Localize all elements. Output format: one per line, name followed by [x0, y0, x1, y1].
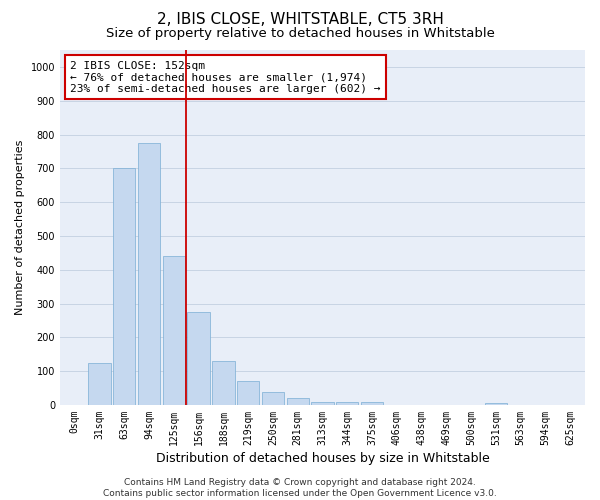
Bar: [138, 143, 160, 405]
Bar: [336, 402, 358, 405]
Bar: [187, 312, 210, 405]
Bar: [262, 392, 284, 405]
Bar: [113, 168, 136, 405]
X-axis label: Distribution of detached houses by size in Whitstable: Distribution of detached houses by size …: [155, 452, 490, 465]
Bar: [361, 402, 383, 405]
Bar: [237, 382, 259, 405]
Bar: [212, 361, 235, 405]
Bar: [287, 398, 309, 405]
Text: Size of property relative to detached houses in Whitstable: Size of property relative to detached ho…: [106, 28, 494, 40]
Text: 2, IBIS CLOSE, WHITSTABLE, CT5 3RH: 2, IBIS CLOSE, WHITSTABLE, CT5 3RH: [157, 12, 443, 28]
Text: 2 IBIS CLOSE: 152sqm
← 76% of detached houses are smaller (1,974)
23% of semi-de: 2 IBIS CLOSE: 152sqm ← 76% of detached h…: [70, 60, 381, 94]
Bar: [88, 362, 110, 405]
Y-axis label: Number of detached properties: Number of detached properties: [15, 140, 25, 315]
Bar: [163, 256, 185, 405]
Bar: [311, 402, 334, 405]
Text: Contains HM Land Registry data © Crown copyright and database right 2024.
Contai: Contains HM Land Registry data © Crown c…: [103, 478, 497, 498]
Bar: [485, 404, 507, 405]
